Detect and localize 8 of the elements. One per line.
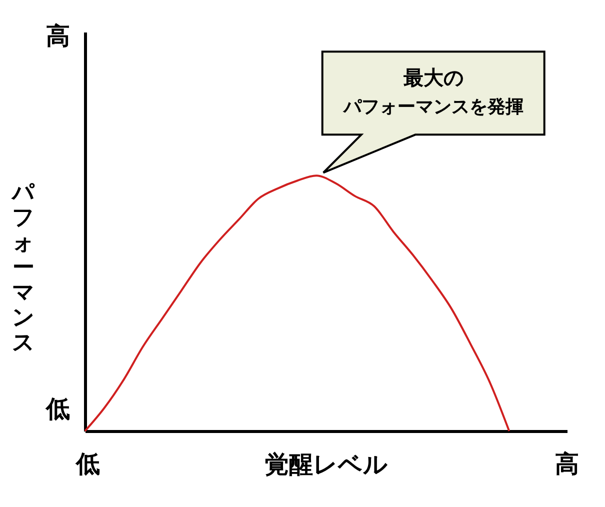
text: 低 bbox=[75, 450, 100, 478]
text: 高 bbox=[555, 450, 579, 478]
x-axis-title: 覚醒レベル bbox=[265, 450, 388, 478]
text: パフォーマンスを発揮 bbox=[342, 96, 524, 118]
text: 最大の bbox=[402, 66, 464, 90]
y-axis-title: パフォーマンス bbox=[11, 180, 35, 356]
text: 高 bbox=[46, 22, 70, 50]
text: 低 bbox=[45, 395, 70, 423]
